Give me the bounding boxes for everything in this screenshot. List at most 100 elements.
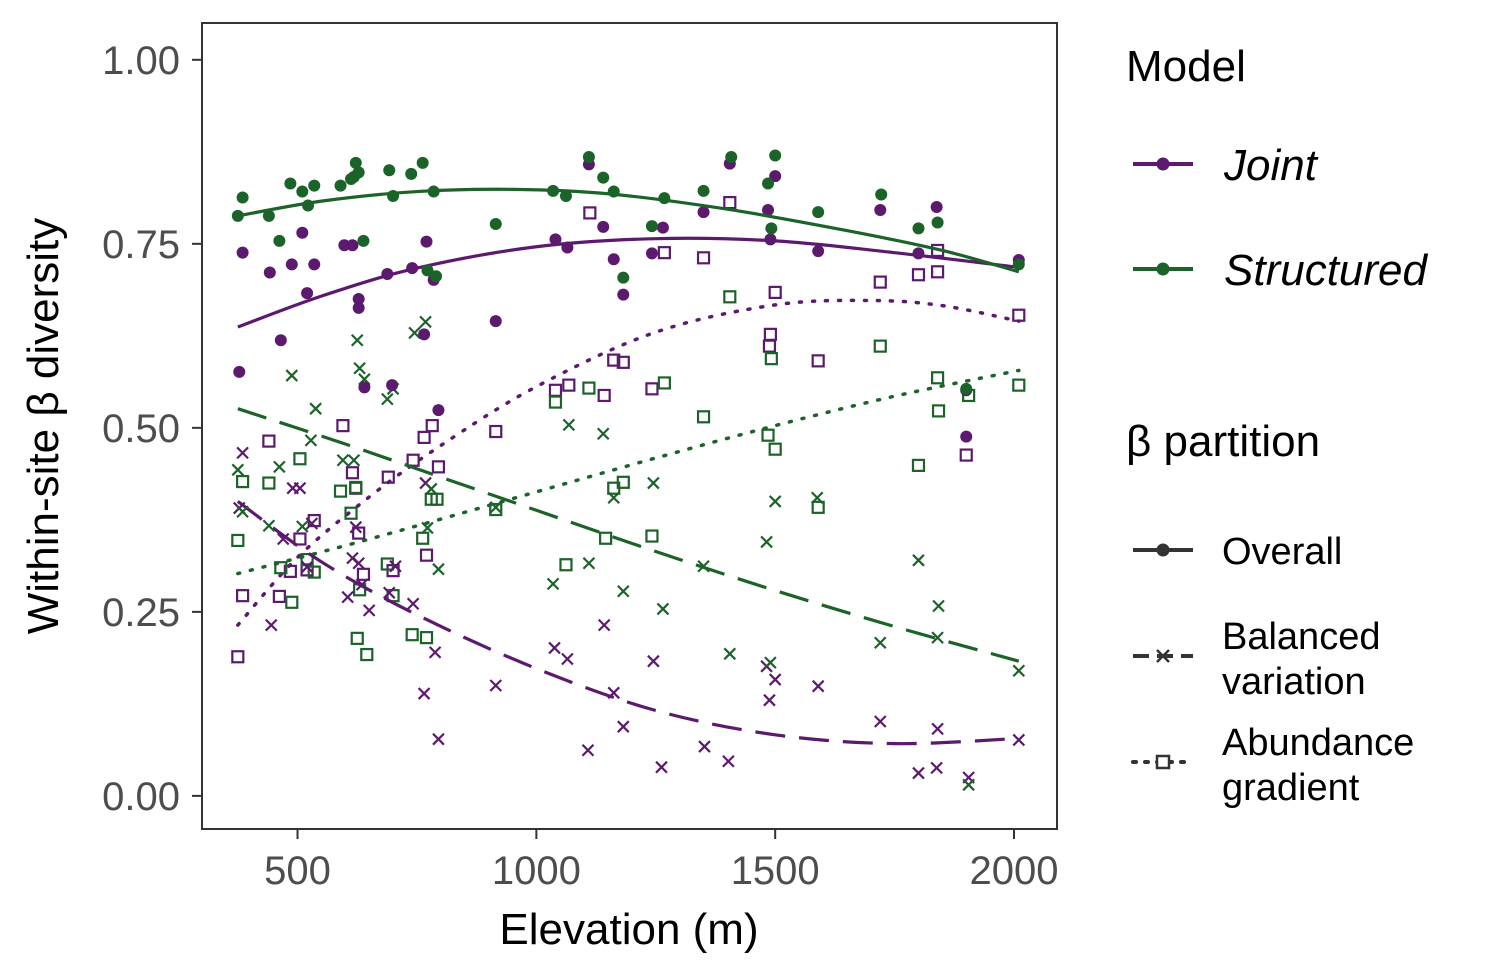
data-point [725, 150, 738, 163]
legend-label-joint: Joint [1223, 141, 1319, 190]
data-point [421, 521, 434, 535]
data-point [489, 679, 503, 692]
data-point [582, 381, 596, 395]
data-point [430, 270, 443, 283]
data-point [1012, 664, 1026, 678]
data-point [616, 355, 630, 369]
data-point [358, 381, 371, 394]
data-point [276, 532, 290, 546]
data-point [432, 732, 445, 746]
data-point [607, 491, 621, 505]
fit-line [236, 500, 1019, 746]
data-point [597, 220, 610, 233]
data-point [262, 476, 276, 490]
data-point [769, 170, 782, 183]
data-point [912, 766, 925, 780]
data-point [722, 755, 735, 768]
data-point [264, 618, 278, 632]
data-point [346, 239, 359, 252]
data-point [873, 275, 887, 289]
data-point [764, 656, 777, 669]
y-tick-label: 0.25 [102, 591, 180, 635]
data-point [293, 481, 307, 495]
data-point [561, 652, 574, 666]
data-point [262, 434, 276, 448]
data-point [657, 246, 671, 260]
data-point [362, 604, 376, 617]
data-point [406, 597, 420, 611]
data-point [336, 419, 350, 433]
data-point [607, 253, 620, 266]
data-point [962, 778, 975, 792]
data-point [696, 251, 711, 265]
data-point [344, 506, 358, 520]
data-point [812, 245, 825, 258]
legend-entry-abundance-gradient: Abundance gradient [1131, 722, 1414, 809]
x-tick-label: 1500 [731, 849, 820, 893]
data-point [562, 378, 576, 392]
data-point [911, 268, 926, 282]
data-point [657, 376, 671, 390]
data-point [308, 179, 321, 192]
data-point [304, 434, 318, 447]
data-point [607, 353, 621, 367]
data-point [559, 189, 572, 202]
x-axis-title: Elevation (m) [499, 905, 758, 954]
legend-key-balanced-marker [1156, 649, 1170, 663]
data-point [723, 647, 737, 661]
data-point [697, 184, 710, 197]
data-point [617, 271, 630, 284]
fit-line [236, 298, 1021, 627]
data-point [645, 382, 659, 396]
fit-line [237, 407, 1020, 663]
data-point [811, 679, 825, 693]
data-point [284, 177, 297, 190]
data-point [262, 519, 276, 533]
data-point [308, 258, 321, 271]
data-point [912, 554, 925, 567]
data-point [765, 222, 778, 235]
data-point [960, 382, 973, 395]
data-point [274, 334, 287, 347]
x-tick-label: 1000 [492, 849, 581, 893]
legend-entry-structured: Structured [1133, 246, 1429, 295]
data-point [231, 650, 245, 664]
data-point [236, 446, 249, 460]
data-point [548, 395, 563, 409]
data-point [231, 533, 245, 548]
data-point [873, 715, 887, 728]
data-point [930, 265, 945, 279]
data-point [597, 388, 611, 403]
data-point [768, 495, 782, 508]
data-point [811, 500, 825, 514]
y-tick-label: 1.00 [102, 39, 180, 83]
y-tick-label: 0.00 [102, 775, 180, 819]
data-point [350, 333, 364, 347]
data-point [296, 226, 309, 239]
data-point [768, 442, 782, 456]
series-layer [231, 149, 1026, 792]
data-point [597, 171, 610, 184]
data-point [723, 290, 737, 304]
data-point [352, 301, 365, 314]
data-point [431, 460, 446, 474]
legend-label-overall: Overall [1222, 531, 1342, 573]
data-point [645, 529, 659, 543]
data-point [236, 505, 249, 519]
data-point [236, 589, 250, 603]
data-point [285, 258, 298, 271]
data-point [305, 517, 319, 530]
series-structured-overall [231, 149, 1025, 395]
legend-label-abundance-line1: Abundance [1222, 722, 1414, 764]
data-point [932, 599, 945, 613]
data-point [383, 164, 396, 177]
data-point [762, 177, 775, 190]
data-point [696, 410, 711, 424]
data-point [768, 285, 782, 300]
data-point [432, 562, 445, 576]
data-point [336, 453, 350, 467]
data-point [231, 463, 245, 477]
data-point [581, 743, 595, 757]
data-point [960, 430, 973, 443]
